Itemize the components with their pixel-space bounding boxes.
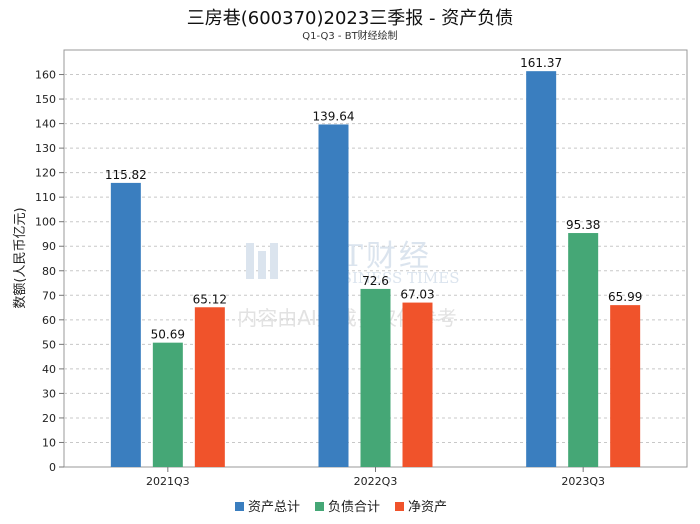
bar [610, 305, 641, 467]
data-label: 115.82 [105, 168, 147, 182]
y-tick-label: 110 [35, 191, 56, 204]
chart-subtitle: Q1-Q3 - BT财经绘制 [302, 29, 397, 42]
x-tick-label: 2022Q3 [354, 475, 398, 488]
y-tick-label: 80 [42, 265, 56, 278]
data-labels: 115.82 50.69 65.12 139.64 72.6 67.03 161.37 95.… [105, 56, 643, 341]
watermark-logo-sub: BUSINESS TIMES [318, 269, 460, 287]
data-label: 95.38 [566, 218, 600, 232]
bar [568, 233, 599, 467]
y-tick-label: 40 [42, 363, 56, 376]
legend-label: 资产总计 [248, 500, 300, 515]
data-label: 65.99 [608, 290, 642, 304]
legend-swatch [235, 502, 244, 511]
y-axis-label: 数额(人民币亿元) [13, 207, 28, 308]
data-label: 65.12 [193, 292, 227, 306]
y-tick-label: 50 [42, 338, 56, 351]
bar [318, 124, 349, 468]
y-tick-label: 30 [42, 387, 56, 400]
x-tick-label: 2021Q3 [146, 475, 190, 488]
y-tick-label: 150 [35, 93, 56, 106]
y-tick-label: 70 [42, 289, 56, 302]
data-label: 50.69 [151, 328, 185, 342]
y-tick-label: 20 [42, 412, 56, 425]
bar [360, 288, 391, 467]
y-axis-ticks: 0 10 20 30 40 50 60 70 80 90 100 110 120 130 140 150 160 [35, 69, 64, 474]
y-tick-label: 160 [35, 69, 56, 82]
y-tick-label: 120 [35, 167, 56, 180]
y-tick-label: 140 [35, 118, 56, 131]
bar [402, 302, 433, 467]
data-label: 161.37 [520, 56, 562, 70]
legend-swatch [315, 502, 324, 511]
y-tick-label: 60 [42, 314, 56, 327]
watermark-logo-icon [246, 243, 278, 279]
y-tick-label: 90 [42, 240, 56, 253]
bar [526, 71, 557, 467]
x-axis-ticks: 2021Q3 2022Q3 2023Q3 [146, 467, 605, 488]
bar [110, 182, 141, 467]
data-label: 72.6 [362, 274, 389, 288]
legend-label: 负债合计 [328, 500, 380, 515]
y-tick-label: 10 [42, 436, 56, 449]
legend-swatch [395, 502, 404, 511]
y-tick-label: 130 [35, 142, 56, 155]
y-tick-label: 100 [35, 216, 56, 229]
bar [194, 307, 225, 467]
legend-label: 净资产 [408, 500, 447, 515]
x-tick-label: 2023Q3 [561, 475, 605, 488]
y-tick-label: 0 [49, 461, 56, 474]
data-label: 139.64 [313, 109, 355, 123]
chart-title: 三房巷(600370)2023三季报 - 资产负债 [187, 8, 514, 29]
bar [152, 342, 183, 467]
legend: 资产总计 负债合计 净资产 [235, 500, 447, 515]
data-label: 67.03 [400, 288, 434, 302]
bars [110, 71, 641, 468]
